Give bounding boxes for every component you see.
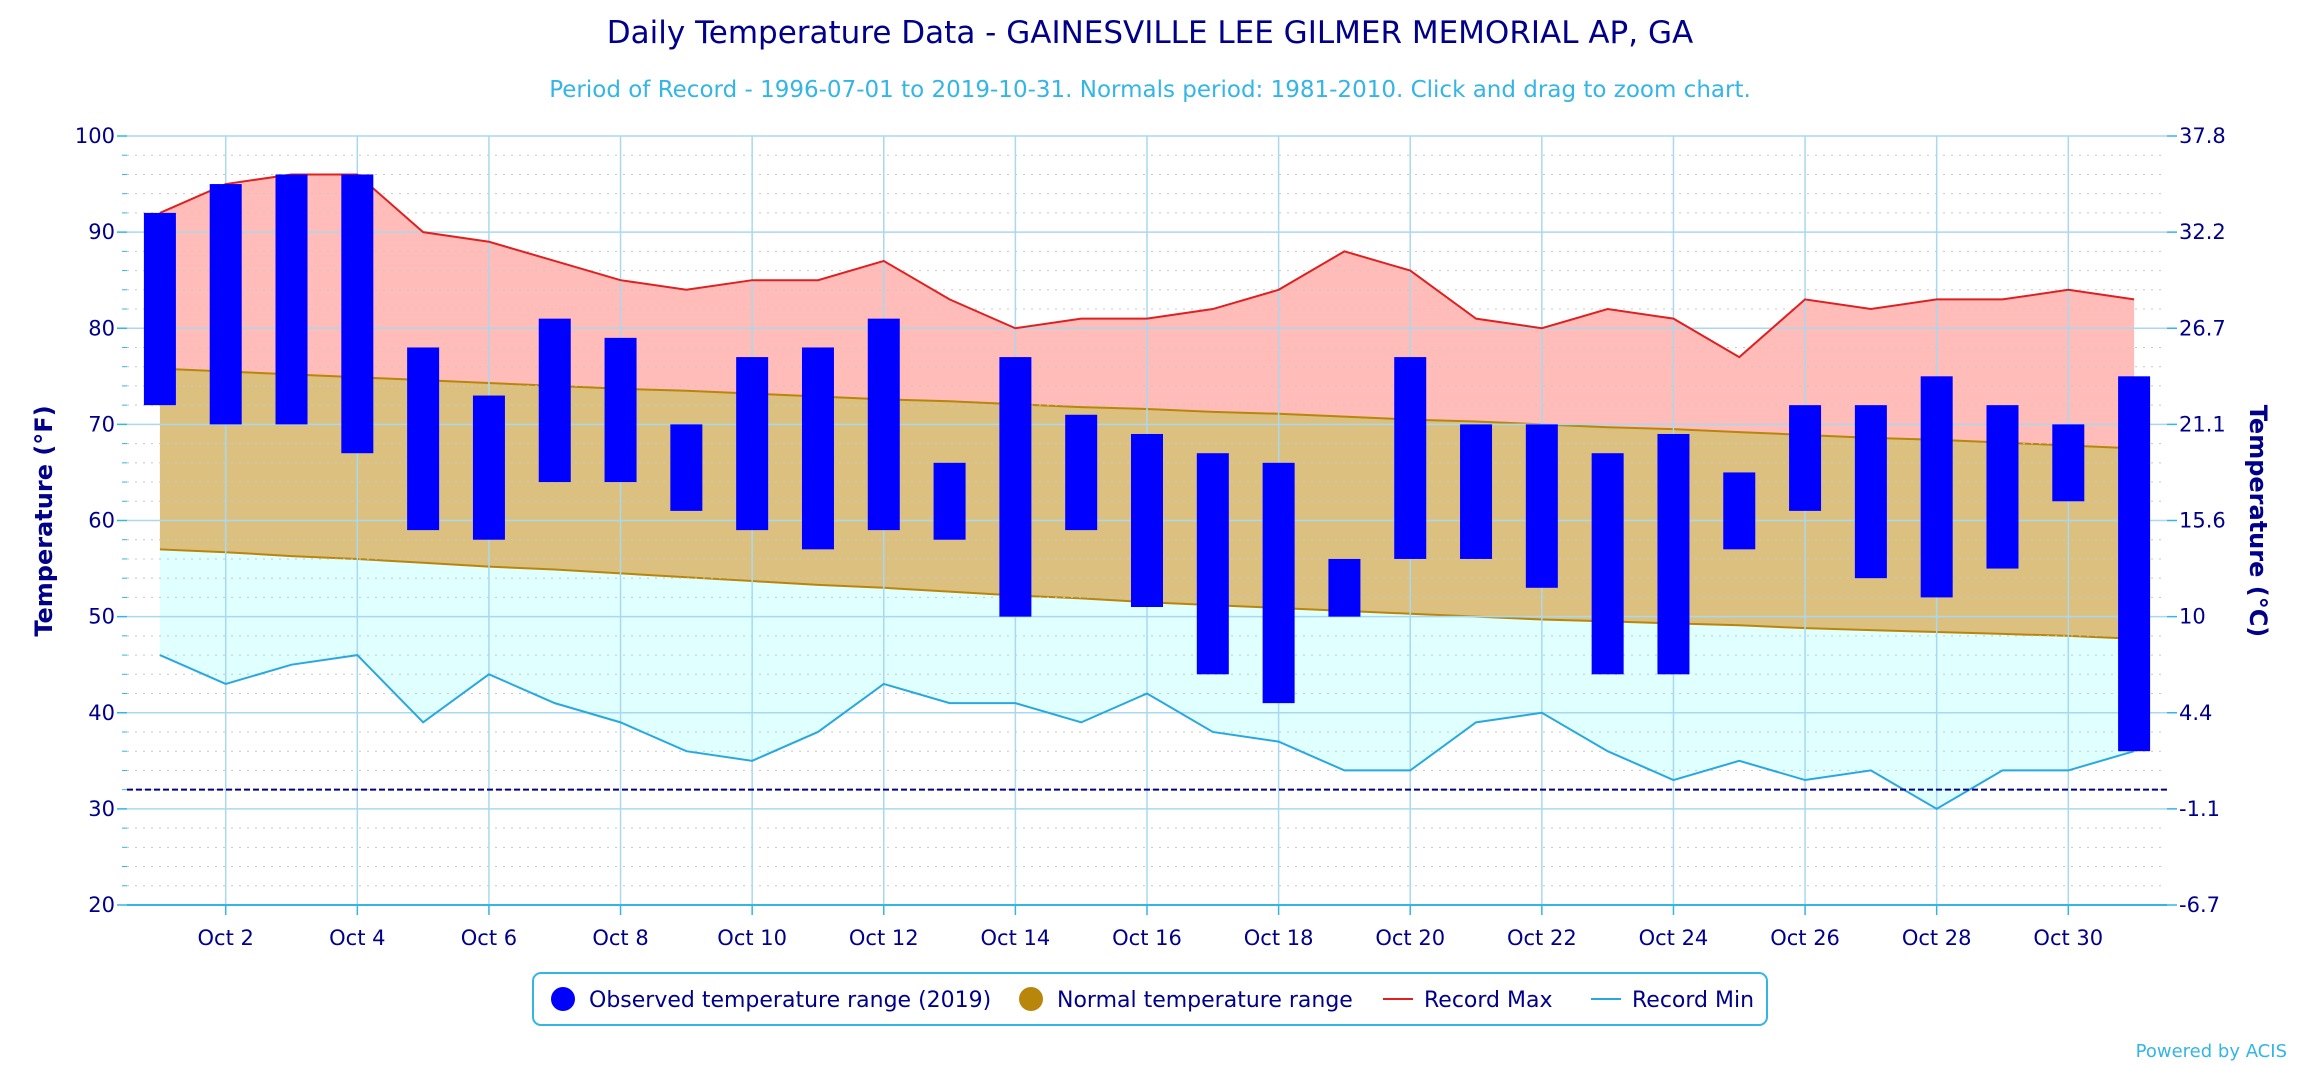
observed-bar [275,174,308,425]
x-tick-label: Oct 28 [1902,926,1972,950]
y-tick-label-right: 4.4 [2179,701,2212,725]
chart-title: Daily Temperature Data - GAINESVILLE LEE… [607,15,1693,51]
legend-record-min-label: Record Min [1632,988,1754,1013]
record-lines [127,173,2167,811]
x-tick-label: Oct 2 [198,926,254,950]
legend-item-record-max[interactable]: Record Max [1383,988,1553,1013]
observed-bar [1131,433,1163,608]
legend-normal-label: Normal temperature range [1057,988,1353,1013]
y-tick-label-right: 32.2 [2179,220,2226,244]
observed-bar [1920,376,1953,598]
credit-link[interactable]: Powered by ACIS [2136,1041,2287,1062]
x-tick-label: Oct 6 [461,926,517,950]
record-min-line [159,654,2135,811]
x-tick-label: Oct 4 [329,926,385,950]
x-tick-label: Oct 16 [1112,926,1182,950]
legend-record-max-label: Record Max [1424,988,1553,1013]
observed-bar [538,318,571,483]
observed-bar [472,395,505,540]
legend-observed-label: Observed temperature range (2019) [589,988,991,1013]
observed-bar [1591,453,1624,675]
legend-item-observed[interactable]: Observed temperature range (2019) [551,987,991,1013]
x-tick-label: Oct 12 [849,926,919,950]
y-tick-label-left: 90 [88,220,115,244]
observed-bar [1986,405,2019,569]
x-tick-label: Oct 8 [592,926,648,950]
observed-bar [604,337,637,483]
observed-bar [341,174,374,454]
record-max-line [159,173,2135,359]
y-axis-title-left: Temperature (°F) [30,405,58,636]
observed-bar [1854,405,1887,579]
x-tick-label: Oct 26 [1770,926,1840,950]
observed-bar [1262,462,1295,704]
observed-bar [1065,414,1098,531]
y-tick-label-right: -1.1 [2179,797,2220,821]
x-tick-label: Oct 18 [1244,926,1314,950]
observed-bar [2052,424,2085,502]
x-tick-label: Oct 30 [2033,926,2103,950]
y-tick-label-left: 60 [88,509,115,533]
y-tick-label-left: 80 [88,316,115,340]
observed-bar [1723,472,1756,550]
observed-bar [1328,558,1361,617]
observed-bar [736,357,769,531]
x-tick-label: Oct 24 [1639,926,1709,950]
record-max-fill [159,174,2135,449]
x-tick-label: Oct 20 [1375,926,1445,950]
axes: 20 -6.7 30 -1.1 40 4.4 50 10 60 15.6 70 21.1 80 26.7 9… [75,124,2226,950]
y-tick-label-right: -6.7 [2179,893,2220,917]
y-tick-label-left: 100 [75,124,115,148]
x-tick-label: Oct 14 [981,926,1051,950]
observed-bar [407,347,440,531]
y-tick-label-left: 50 [88,605,115,629]
legend-box [532,972,1768,1026]
legend-item-record-min[interactable]: Record Min [1591,988,1754,1013]
observed-bar [209,184,242,425]
observed-bar [1789,405,1822,511]
x-tick-label: Oct 22 [1507,926,1577,950]
x-tick-label: Oct 10 [717,926,787,950]
y-tick-label-left: 40 [88,701,115,725]
observed-bars [143,174,2151,752]
observed-bar [801,347,834,550]
observed-bar [143,212,176,406]
observed-bar [2118,376,2151,752]
observed-bar [1196,453,1229,675]
observed-bar [670,424,703,511]
chart-subtitle: Period of Record - 1996-07-01 to 2019-10… [549,77,1751,103]
observed-bar [999,357,1032,617]
y-tick-label-left: 20 [88,893,115,917]
legend-normal-marker [1019,987,1043,1011]
legend-observed-marker [551,987,575,1011]
y-tick-label-right: 21.1 [2179,412,2226,436]
observed-bar [1525,424,1558,588]
y-tick-label-right: 15.6 [2179,509,2226,533]
observed-bar [1394,357,1427,559]
y-tick-label-right: 10 [2179,605,2206,629]
y-tick-label-right: 37.8 [2179,124,2226,148]
observed-bar [933,462,966,540]
observed-bar [1460,424,1493,559]
record-range-area [159,174,2135,449]
observed-bar [867,318,900,531]
observed-bar [1657,433,1690,675]
legend-item-normal[interactable]: Normal temperature range [1019,987,1353,1013]
y-tick-label-right: 26.7 [2179,316,2226,340]
legend: Observed temperature range (2019) Normal… [532,972,1768,1026]
y-axis-title-right: Temperature (°C) [2244,405,2272,638]
y-tick-label-left: 30 [88,797,115,821]
y-tick-label-left: 70 [88,412,115,436]
